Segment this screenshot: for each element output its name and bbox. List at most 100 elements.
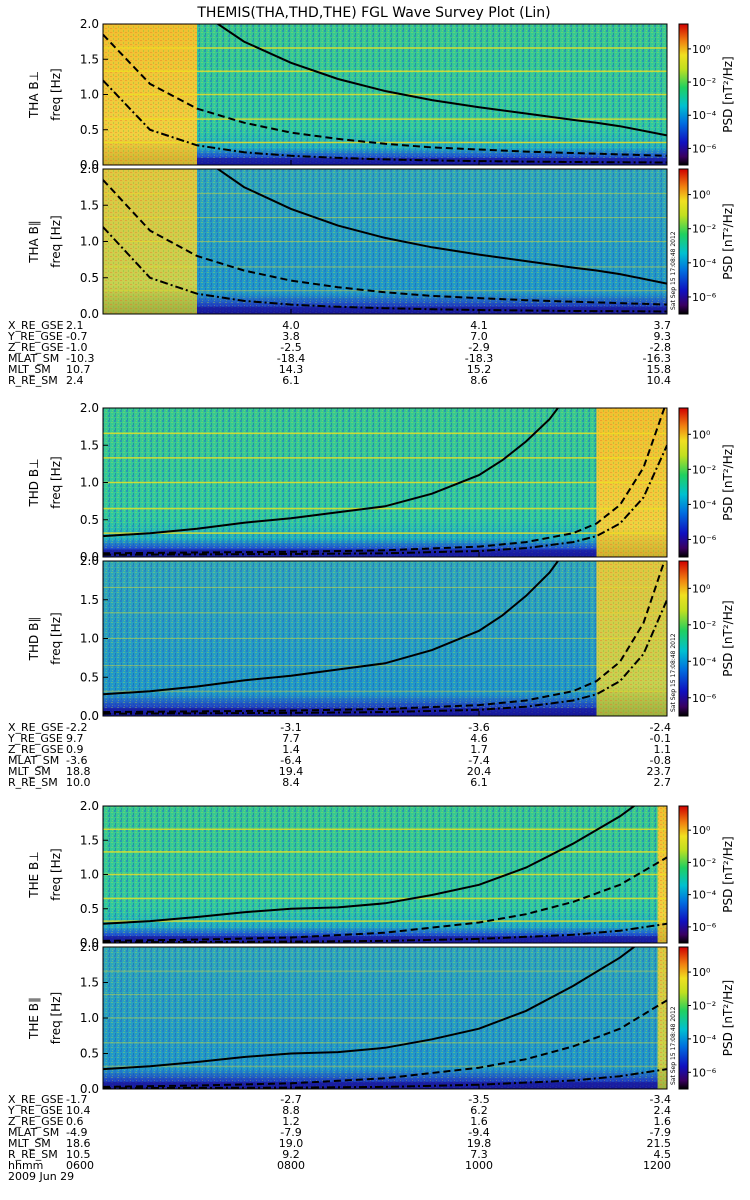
ephemeris-value: 7.3: [470, 1148, 488, 1161]
ephemeris-value: 3.8: [282, 330, 300, 343]
ephemeris-value: 7.0: [470, 330, 488, 343]
ephemeris-value: 10.5: [66, 1148, 91, 1161]
y-tick-label: 0.0: [80, 158, 99, 172]
y-tick-label: 1.0: [80, 88, 99, 102]
ephemeris-value: 10.4: [647, 374, 672, 387]
ephemeris-tables: X_RE_GSE 2.1 4.0 4.1 3.7Y_RE_GSE -0.7 3.8 7.0 9.…: [7, 319, 671, 1183]
time-tick-label: 0600: [66, 1159, 94, 1172]
ephemeris-value: -16.3: [643, 352, 671, 365]
ephemeris-row-label: MLT_SM: [8, 1137, 51, 1150]
burst-noise: [657, 947, 667, 1089]
ephemeris-row-label: Y_RE_GSE: [7, 330, 63, 343]
y-tick-label: 0.0: [80, 1082, 99, 1096]
y-tick-label: 0.5: [80, 670, 99, 684]
ephemeris-value: -2.7: [280, 1093, 301, 1106]
panel-title: THA B⊥: [27, 71, 41, 119]
panel-title: THA B∥: [27, 220, 41, 264]
ephemeris-value: -6.4: [280, 754, 301, 767]
panel-tha-bperp: 0.0 0.5 1.0 1.5 2.0 THA B⊥ freq [Hz] 10⁰ 10⁻² 10⁻…: [27, 17, 735, 172]
y-tick-label: 2.0: [80, 162, 99, 176]
ephemeris-value: 2.4: [654, 1104, 672, 1117]
low-frequency-band: [103, 157, 667, 165]
panel-title: THD B∥: [27, 617, 41, 662]
print-timestamp: Sat Sep 15 17:08:48 2012: [670, 231, 677, 310]
y-tick-label: 1.0: [80, 868, 99, 882]
ephemeris-value: 2.4: [66, 374, 84, 387]
ephemeris-value: -9.4: [468, 1126, 489, 1139]
panel-the-bpar: 0.0 0.5 1.0 1.5 2.0 THE B∥ freq [Hz] 10⁰ 10⁻² 10⁻…: [27, 940, 735, 1096]
colorbar-tick-label: 10⁻⁶: [692, 291, 717, 304]
colorbar-tick-label: 10⁰: [692, 43, 711, 56]
ephemeris-value: 3.7: [654, 319, 672, 332]
ephemeris-value: -3.6: [468, 721, 489, 734]
ephemeris-value: -1.7: [66, 1093, 87, 1106]
y-tick-label: 1.0: [80, 1011, 99, 1025]
ephemeris-value: 19.0: [279, 1137, 304, 1150]
ephemeris-value: -2.5: [280, 341, 301, 354]
y-tick-label: 1.5: [80, 833, 99, 847]
colorbar-label: PSD [nT²/Hz]: [721, 600, 735, 676]
ephemeris-value: -18.4: [277, 352, 305, 365]
y-tick-label: 1.0: [80, 632, 99, 646]
colorbar-tick-label: 10⁻²: [692, 76, 716, 89]
panel-thd-bperp: 0.0 0.5 1.0 1.5 2.0 THD B⊥ freq [Hz] 10⁰ 10⁻² 10⁻…: [27, 401, 735, 564]
ephemeris-value: -0.1: [650, 732, 671, 745]
ephemeris-value: 6.1: [282, 374, 300, 387]
low-frequency-band: [103, 549, 667, 557]
series-dashdot-line: [103, 599, 667, 715]
low-frequency-band: [103, 306, 667, 314]
ephemeris-value: 8.8: [282, 1104, 300, 1117]
y-tick-label: 1.5: [80, 198, 99, 212]
panel-title: THD B⊥: [27, 458, 41, 507]
ephemeris-value: -2.8: [650, 341, 671, 354]
figure-title: THEMIS(THA,THD,THE) FGL Wave Survey Plot…: [196, 5, 550, 21]
series-dashdot-line: [103, 444, 667, 556]
ephemeris-value: -3.4: [650, 1093, 671, 1106]
colorbar: 10⁰ 10⁻² 10⁻⁴ 10⁻⁶ PSD [nT²/Hz]: [678, 168, 735, 315]
ephemeris-value: 9.3: [654, 330, 672, 343]
ephemeris-value: 2.7: [654, 776, 672, 789]
ephemeris-row-label: X_RE_GSE: [8, 721, 64, 734]
colorbar-tick-label: 10⁻⁶: [692, 533, 717, 546]
colorbar-tick-label: 10⁻⁶: [692, 921, 717, 934]
ephemeris-row-label: X_RE_GSE: [8, 319, 64, 332]
colorbar-label: PSD [nT²/Hz]: [721, 203, 735, 279]
colorbar-tick-label: 10⁰: [692, 824, 711, 837]
colorbar-gradient: [678, 407, 689, 558]
time-axis: hhmm 0600 0800 1000 1200 2009 Jun 29: [8, 1159, 671, 1183]
ephemeris-value: 14.3: [279, 363, 304, 376]
y-tick-label: 0.0: [80, 936, 99, 950]
y-tick-label: 1.5: [80, 976, 99, 990]
series-dashed-line: [103, 408, 666, 555]
colorbar-gradient: [678, 560, 689, 717]
ephemeris-row-label: R_RE_SM: [8, 776, 58, 789]
ephemeris-value: 1.7: [470, 743, 488, 756]
ephemeris-value: 19.4: [279, 765, 304, 778]
y-tick-label: 1.5: [80, 438, 99, 452]
ephemeris-value: -3.5: [468, 1093, 489, 1106]
colorbar-tick-label: 10⁻²: [692, 619, 716, 632]
ephemeris-value: -3.6: [66, 754, 87, 767]
time-tick-label: 1000: [465, 1159, 493, 1172]
ephemeris-row-label: Y_RE_GSE: [7, 732, 63, 745]
colorbar-label: PSD [nT²/Hz]: [721, 980, 735, 1056]
ephemeris-row-label: MLAT_SM: [8, 754, 59, 767]
ephemeris-row-label: MLAT_SM: [8, 1126, 59, 1139]
ephemeris-value: 0.6: [66, 1115, 84, 1128]
ephemeris-row-label: MLAT_SM: [8, 352, 59, 365]
y-tick-label: 0.0: [80, 307, 99, 321]
y-tick-label: 0.5: [80, 902, 99, 916]
colorbar: 10⁰ 10⁻² 10⁻⁴ 10⁻⁶ PSD [nT²/Hz]: [678, 560, 735, 717]
ephemeris-value: 8.6: [470, 374, 488, 387]
ephemeris-value: 18.8: [66, 765, 91, 778]
ephemeris-row-label: MLT_SM: [8, 765, 51, 778]
ephemeris-value: 4.5: [654, 1148, 672, 1161]
y-tick-label: 0.5: [80, 513, 99, 527]
ephemeris-value: 19.8: [467, 1137, 492, 1150]
series-solid-line: [103, 806, 636, 925]
panel-thd-bpar: 0.0 0.5 1.0 1.5 2.0 THD B∥ freq [Hz] 10⁰ 10⁻² 10⁻…: [27, 554, 735, 723]
y-axis-label: freq [Hz]: [49, 848, 63, 900]
series-dashed-line: [103, 33, 667, 157]
series-solid-line: [216, 169, 667, 285]
